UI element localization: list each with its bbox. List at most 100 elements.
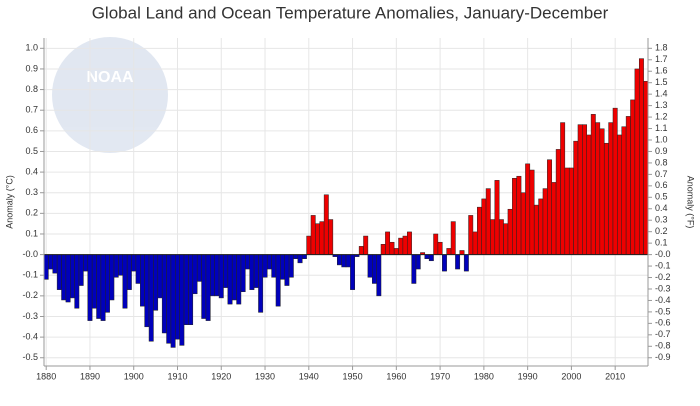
y2-tick-label: -0.8 bbox=[655, 341, 671, 351]
y2-tick-label: 1.3 bbox=[655, 100, 668, 110]
bar bbox=[512, 178, 517, 255]
x-tick-label: 1910 bbox=[167, 371, 187, 381]
bar bbox=[266, 254, 272, 270]
x-tick-label: 1990 bbox=[518, 371, 538, 381]
x-tick-label: 1920 bbox=[211, 371, 231, 381]
bar bbox=[415, 254, 421, 270]
bar bbox=[336, 254, 342, 266]
y2-tick-label: -0.5 bbox=[655, 306, 671, 316]
x-tick-label: 1940 bbox=[299, 371, 319, 381]
bar bbox=[126, 254, 132, 290]
y2-tick-label: 1.6 bbox=[655, 66, 668, 76]
y2-tick-label: 1.0 bbox=[655, 134, 668, 144]
y-tick-label: 0.7 bbox=[25, 105, 38, 115]
bar bbox=[131, 254, 137, 272]
bar bbox=[398, 237, 404, 255]
bar bbox=[205, 254, 211, 321]
bar bbox=[367, 254, 373, 278]
bar bbox=[459, 250, 465, 255]
bar bbox=[385, 231, 391, 255]
bar bbox=[100, 254, 106, 321]
bar bbox=[599, 128, 605, 255]
bar bbox=[192, 254, 198, 295]
bar bbox=[253, 254, 259, 288]
y2-tick-label: -0.6 bbox=[655, 318, 671, 328]
bar bbox=[363, 235, 369, 255]
y2-tick-label: -0.4 bbox=[655, 295, 671, 305]
y2-tick-label: 0.4 bbox=[655, 203, 668, 213]
bar bbox=[494, 180, 500, 255]
bar bbox=[91, 254, 97, 309]
bar bbox=[240, 254, 246, 292]
bar bbox=[315, 223, 320, 255]
bar bbox=[446, 248, 452, 255]
bar bbox=[372, 254, 377, 284]
y2-tick-label: -0.1 bbox=[655, 260, 671, 270]
bar bbox=[538, 198, 544, 255]
y2-tick-label: 1.5 bbox=[655, 77, 668, 87]
y-tick-label: 0.3 bbox=[25, 187, 38, 197]
y2-tick-label: -0.3 bbox=[655, 283, 671, 293]
y-tick-label: -0.5 bbox=[22, 352, 38, 362]
bar bbox=[533, 204, 539, 255]
bar bbox=[52, 254, 58, 274]
bar bbox=[56, 254, 62, 290]
bar bbox=[472, 231, 478, 255]
x-tick-label: 2010 bbox=[605, 371, 625, 381]
bar bbox=[218, 254, 224, 299]
bar bbox=[603, 142, 609, 255]
bar bbox=[323, 194, 329, 255]
bar bbox=[271, 254, 277, 278]
bar bbox=[293, 254, 299, 259]
y2-tick-label: 1.2 bbox=[655, 111, 668, 121]
bar bbox=[262, 254, 268, 278]
y-tick-label: 0.1 bbox=[25, 228, 38, 238]
y-tick-label: 0.5 bbox=[25, 146, 38, 156]
bar bbox=[135, 254, 141, 284]
bar bbox=[468, 215, 474, 255]
bar bbox=[236, 254, 242, 305]
y-tick-label: 0.4 bbox=[25, 166, 38, 176]
y2-tick-label: 0.7 bbox=[655, 169, 668, 179]
bar bbox=[157, 254, 163, 299]
y2-tick-label: 0.3 bbox=[655, 215, 668, 225]
bar bbox=[140, 254, 145, 307]
bar bbox=[621, 126, 627, 255]
bar bbox=[175, 254, 180, 340]
bar bbox=[350, 254, 356, 290]
bar bbox=[170, 254, 176, 348]
bar bbox=[503, 223, 509, 255]
bar bbox=[520, 192, 526, 255]
bar bbox=[87, 254, 93, 321]
bar bbox=[83, 254, 89, 272]
y-tick-label: -0.3 bbox=[22, 311, 38, 321]
bar bbox=[507, 208, 513, 255]
bar bbox=[301, 254, 307, 259]
bar bbox=[249, 254, 255, 290]
bar bbox=[437, 241, 443, 255]
bar bbox=[428, 254, 434, 262]
bar bbox=[306, 235, 312, 255]
bar bbox=[70, 254, 75, 299]
bar bbox=[612, 107, 618, 255]
bar bbox=[595, 122, 601, 255]
bar bbox=[481, 198, 487, 255]
bar bbox=[166, 254, 172, 344]
x-tick-label: 1950 bbox=[343, 371, 363, 381]
y2-tick-label: 0.6 bbox=[655, 180, 668, 190]
bar bbox=[148, 254, 154, 342]
bar bbox=[214, 254, 220, 297]
bar bbox=[638, 58, 644, 255]
x-tick-label: 1980 bbox=[474, 371, 494, 381]
y2-tick-label: 0.9 bbox=[655, 146, 668, 156]
bar bbox=[275, 254, 281, 307]
bar bbox=[498, 219, 504, 255]
bar bbox=[450, 221, 456, 255]
bar bbox=[555, 149, 561, 255]
bar bbox=[643, 81, 649, 255]
bar bbox=[568, 167, 574, 255]
y-tick-label: 0.2 bbox=[25, 208, 38, 218]
bar bbox=[341, 254, 347, 268]
bar bbox=[319, 221, 325, 255]
bar bbox=[297, 254, 303, 264]
